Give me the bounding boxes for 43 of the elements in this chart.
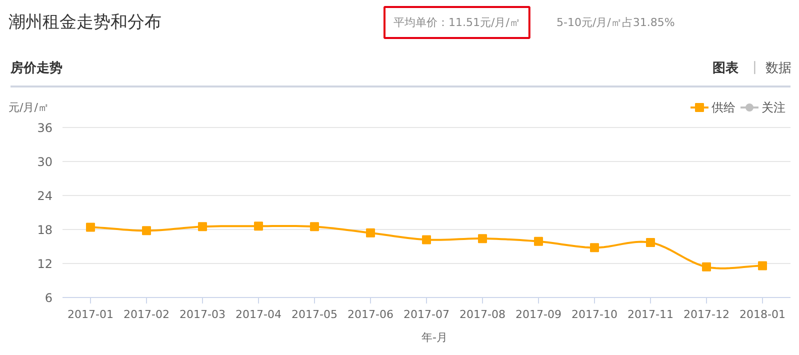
x-tick-label: 2017-03 xyxy=(180,308,226,321)
text: 平均单价：11.51元/月/㎡ xyxy=(394,16,520,29)
x-tick-label: 2017-07 xyxy=(404,308,450,321)
point xyxy=(254,222,263,231)
y-tick-label: 36 xyxy=(37,121,53,135)
text: | xyxy=(752,60,757,75)
text: 数据 xyxy=(766,61,792,76)
x-tick-label: 2017-09 xyxy=(516,308,562,321)
x-tick-label: 2017-12 xyxy=(684,308,730,321)
y-axis-title: 元/月/㎡ xyxy=(8,101,49,114)
point xyxy=(366,228,375,238)
x-tick-label: 2018-01 xyxy=(740,308,786,321)
x-tick-label: 2017-06 xyxy=(348,308,394,321)
text: 5-10元/月/㎡占31.85% xyxy=(556,16,675,29)
x-tick-label: 2017-02 xyxy=(124,308,170,321)
x-axis-title: 年-月 xyxy=(422,331,448,344)
legend-label: 关注 xyxy=(762,100,786,114)
x-tick-label: 2017-05 xyxy=(292,308,338,321)
point xyxy=(646,238,655,248)
point xyxy=(478,234,487,244)
text: 房价走势 xyxy=(10,60,62,76)
point xyxy=(422,235,431,244)
y-tick-label: 6 xyxy=(44,291,53,305)
point xyxy=(702,262,711,272)
y-tick-label: 12 xyxy=(37,257,53,271)
point xyxy=(198,222,207,232)
point xyxy=(310,222,319,232)
x-tick-label: 2017-08 xyxy=(460,308,506,321)
text: 图表 xyxy=(712,61,740,76)
x-tick-label: 2017-01 xyxy=(68,308,114,321)
y-tick-label: 18 xyxy=(37,223,53,237)
point xyxy=(86,222,95,232)
chart-title: 潮州租金走势和分布 xyxy=(8,12,162,32)
point xyxy=(590,243,599,252)
y-tick-label: 30 xyxy=(37,155,53,169)
point xyxy=(758,261,767,270)
point xyxy=(142,226,151,236)
x-tick-label: 2017-10 xyxy=(572,308,618,321)
y-tick-label: 24 xyxy=(37,189,53,203)
x-tick-label: 2017-04 xyxy=(236,308,282,321)
point xyxy=(534,236,543,246)
x-tick-label: 2017-11 xyxy=(628,308,674,321)
legend-label: 供给 xyxy=(712,100,736,114)
